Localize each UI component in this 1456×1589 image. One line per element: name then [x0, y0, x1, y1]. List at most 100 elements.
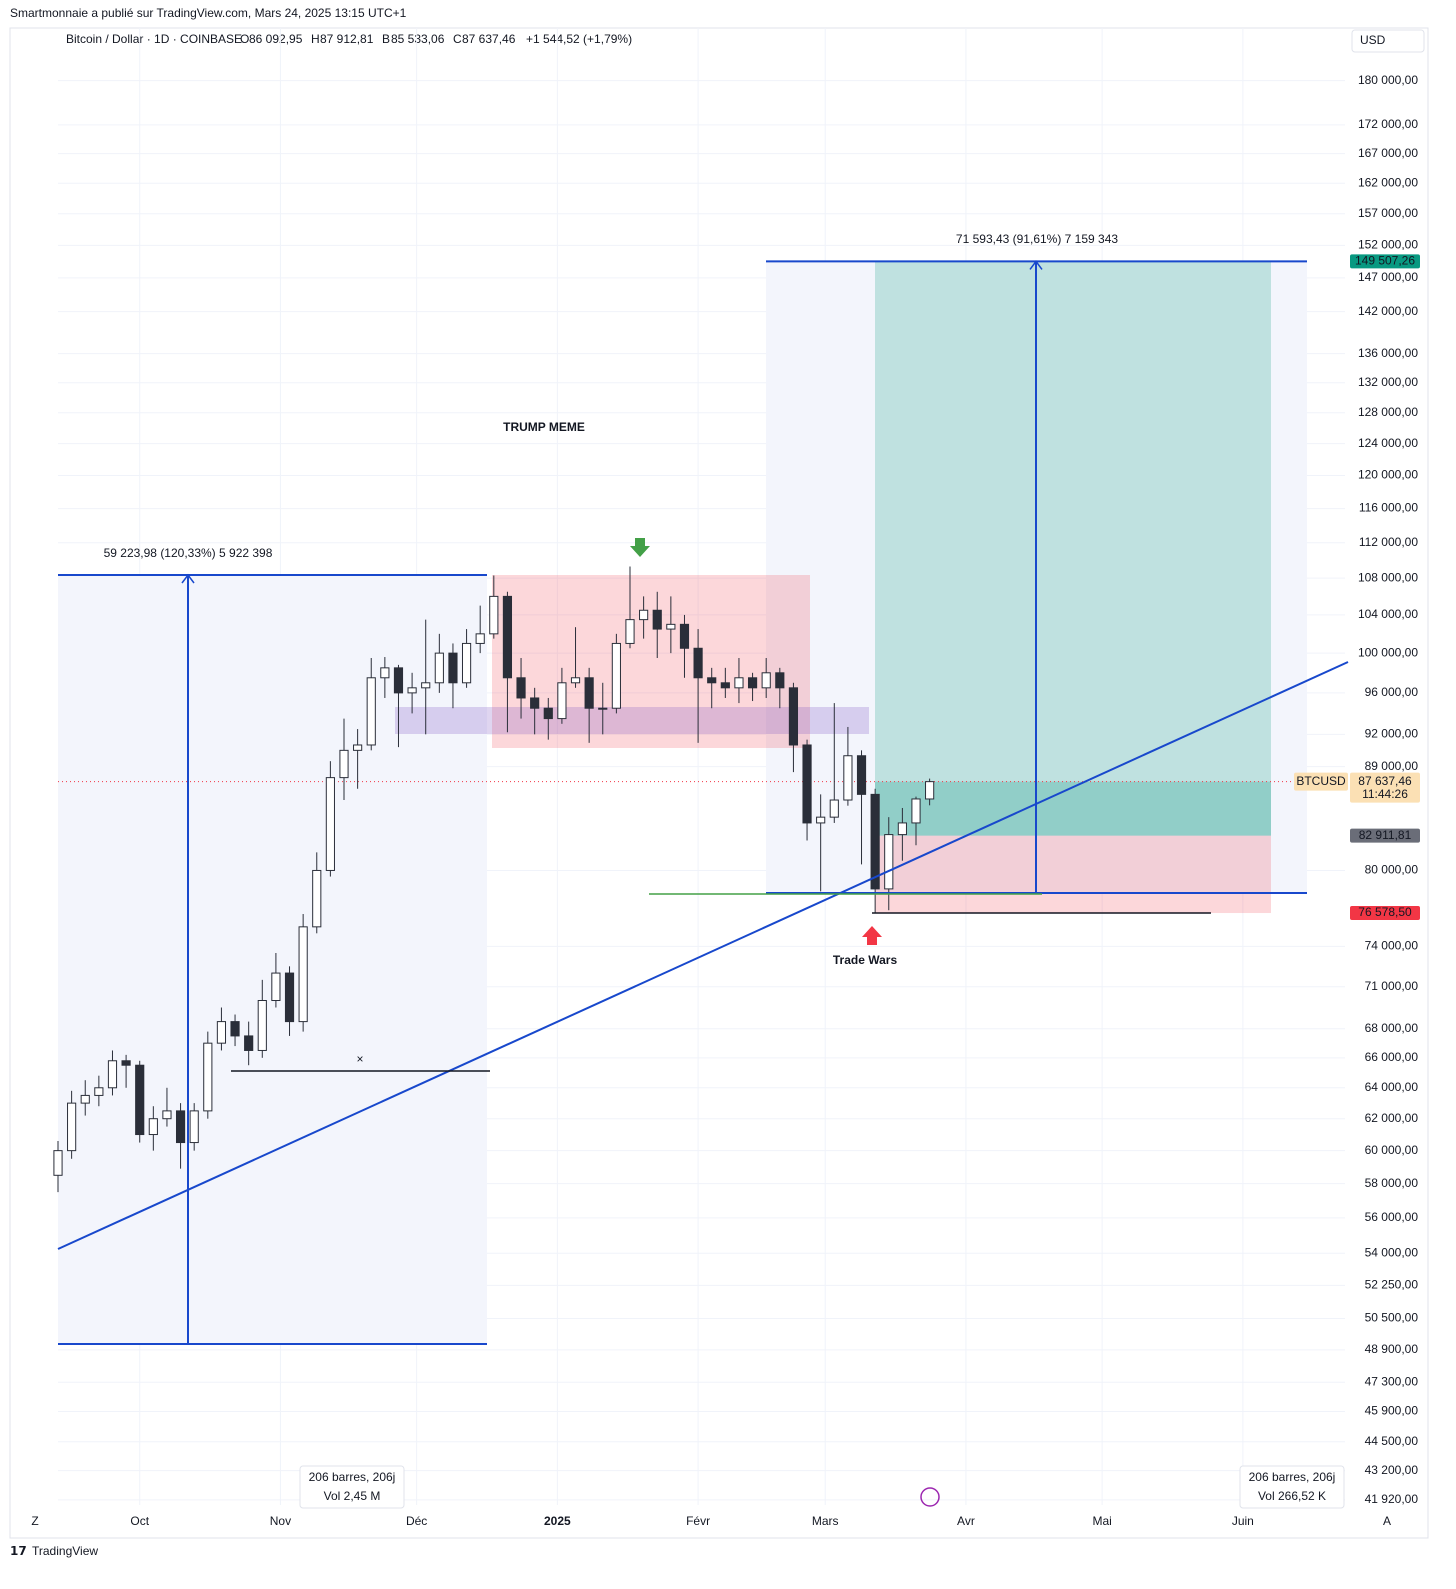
- corner-right[interactable]: A: [1383, 1514, 1391, 1528]
- countdown: 11:44:26: [1362, 787, 1408, 801]
- y-tick-label: 52 250,00: [1365, 1278, 1419, 1292]
- candle-body: [829, 799, 839, 818]
- info-text: Vol 2,45 M: [324, 1489, 381, 1503]
- y-tick-label: 62 000,00: [1365, 1111, 1419, 1125]
- candle-body: [461, 642, 472, 684]
- x-tick-label: Mai: [1092, 1514, 1111, 1528]
- x-tick-label: Mars: [812, 1514, 839, 1528]
- candle-body: [489, 595, 499, 635]
- arrow-down: [630, 538, 650, 557]
- candle-body: [148, 1118, 158, 1136]
- corner-left[interactable]: Z: [31, 1514, 38, 1528]
- candle-body: [448, 652, 458, 684]
- candle-body: [366, 677, 376, 746]
- candle-body: [298, 926, 308, 1023]
- candle-body: [53, 1150, 63, 1176]
- candle-body: [216, 1021, 227, 1044]
- candles: [53, 566, 935, 1193]
- ohlc-key: O: [240, 32, 249, 46]
- alert-icon[interactable]: [920, 1487, 940, 1507]
- candle-body: [421, 682, 431, 689]
- y-tick-label: 132 000,00: [1358, 375, 1418, 389]
- cross-marker: ×: [356, 1052, 363, 1066]
- stop-zone: [875, 835, 1271, 914]
- candle-body: [870, 793, 880, 890]
- price-label: 82 911,81: [1359, 828, 1412, 842]
- y-tick-label: 96 000,00: [1365, 685, 1419, 699]
- candle-body: [707, 677, 717, 684]
- price-label: 87 637,46: [1358, 774, 1412, 788]
- candle-body: [856, 755, 867, 795]
- candle-body: [393, 667, 404, 694]
- candle-body: [339, 749, 349, 779]
- y-tick-label: 64 000,00: [1365, 1080, 1419, 1094]
- y-tick-label: 41 920,00: [1365, 1492, 1419, 1506]
- currency[interactable]: USD: [1360, 33, 1386, 47]
- arrow-head: [181, 573, 195, 584]
- y-tick-label: 50 500,00: [1365, 1311, 1419, 1325]
- candle-body: [121, 1060, 131, 1066]
- candle-body: [802, 744, 812, 824]
- x-tick-label: Nov: [270, 1514, 291, 1528]
- candle-body: [434, 652, 444, 684]
- drawings-front: × 59 223,98 (120,33%) 5 922 398 71 593,43 …: [57, 232, 1349, 1509]
- price-label: 76 578,50: [1358, 905, 1412, 919]
- logo-mark: 𝟭𝟳: [10, 1544, 27, 1558]
- candle-body: [203, 1042, 213, 1112]
- candle-body: [625, 619, 635, 644]
- red-zone: [492, 575, 810, 748]
- y-tick-label: 56 000,00: [1365, 1210, 1419, 1224]
- candle-body: [816, 816, 826, 824]
- ohlc-legend: O 86 092,95 H 87 912,81 B 85 533,06 C 87 637,46…: [240, 32, 632, 46]
- ohlc-key: B: [382, 32, 390, 46]
- candle-body: [720, 682, 730, 689]
- y-tick-label: 44 500,00: [1365, 1434, 1419, 1448]
- candle-body: [598, 707, 608, 710]
- info-text: 206 barres, 206j: [1249, 1470, 1336, 1484]
- candle-body: [475, 633, 485, 644]
- candle-body: [230, 1021, 240, 1037]
- candle-body: [639, 609, 649, 621]
- x-tick-label: Déc: [406, 1514, 427, 1528]
- profit-zone: [875, 781, 1271, 836]
- y-tick-label: 54 000,00: [1365, 1245, 1419, 1259]
- y-tick-label: 68 000,00: [1365, 1021, 1419, 1035]
- candle-body: [788, 687, 799, 746]
- info-text: Vol 266,52 K: [1258, 1489, 1326, 1503]
- y-tick-label: 60 000,00: [1365, 1143, 1419, 1157]
- y-tick-label: 120 000,00: [1358, 468, 1418, 482]
- info-text: 206 barres, 206j: [309, 1470, 396, 1484]
- candle-body: [557, 682, 567, 720]
- candle-body: [257, 1000, 267, 1051]
- y-tick-label: 71 000,00: [1365, 979, 1419, 993]
- y-tick-label: 66 000,00: [1365, 1050, 1419, 1064]
- candle-body: [284, 972, 295, 1023]
- info-box: [299, 1465, 405, 1509]
- candle-body: [734, 677, 744, 689]
- candle-body: [584, 677, 594, 709]
- measure-label: 59 223,98 (120,33%) 5 922 398: [104, 546, 273, 560]
- y-tick-label: 100 000,00: [1358, 645, 1418, 659]
- symbol-label: BTCUSD: [1296, 774, 1346, 788]
- y-tick-label: 48 900,00: [1365, 1342, 1419, 1356]
- candle-body: [502, 595, 513, 679]
- price-label-bg: [1350, 828, 1420, 843]
- currency-button[interactable]: [1351, 29, 1425, 53]
- candle-body: [162, 1110, 172, 1120]
- y-tick-label: 89 000,00: [1365, 759, 1419, 773]
- arrow-up: [862, 926, 882, 945]
- candle-body: [244, 1035, 254, 1051]
- ohlc-value: 86 092,95: [249, 32, 303, 46]
- y-tick-label: 180 000,00: [1358, 73, 1418, 87]
- y-tick-label: 43 200,00: [1365, 1463, 1419, 1477]
- candle-body: [135, 1064, 145, 1136]
- symbol-tag: [1294, 772, 1348, 791]
- candle-body: [175, 1110, 186, 1144]
- y-tick-label: 108 000,00: [1358, 570, 1418, 584]
- y-tick-label: 104 000,00: [1358, 607, 1418, 621]
- price-label-bg: [1350, 772, 1420, 803]
- ohlc-value: 85 533,06: [391, 32, 445, 46]
- target-zone: [875, 261, 1271, 836]
- candle-body: [516, 677, 526, 699]
- logo: TradingView: [32, 1544, 98, 1558]
